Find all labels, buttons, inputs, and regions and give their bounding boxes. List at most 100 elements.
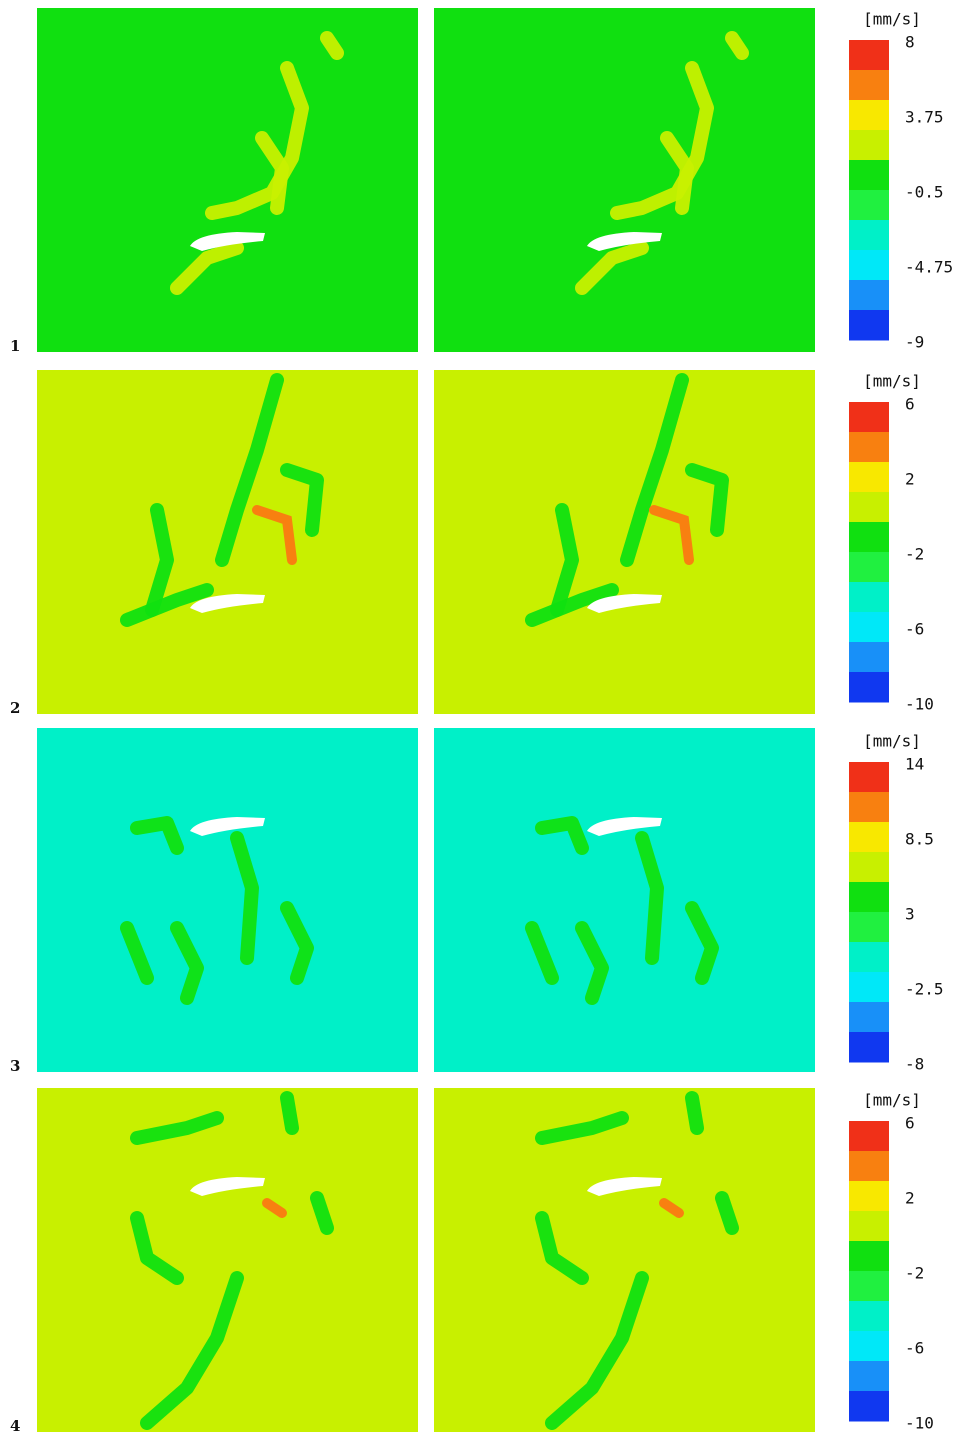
colorbar-tick-label: -2.5 [905,980,944,999]
colorbar-band [849,70,889,101]
colorbar-band [849,190,889,221]
colorbar-band [849,462,889,493]
field-panel [434,8,815,352]
airfoil [587,1177,662,1196]
airfoil [587,594,662,613]
colorbar-band [849,642,889,673]
colorbar-band [849,1331,889,1362]
colorbar-band [849,1211,889,1242]
colorbar-band [849,432,889,463]
colorbar-tick-label: 2 [905,470,915,489]
field-structure [280,463,324,537]
colorbar-tick-label: -0.5 [905,183,944,202]
colorbar-band [849,912,889,943]
field-structure [170,241,244,295]
field-panel [37,370,418,714]
colorbar-band [849,1181,889,1212]
field-panel [37,8,418,352]
colorbar-band [849,160,889,191]
field-structure [535,816,589,855]
field-structure [525,583,619,627]
colorbar-tick-label: -6 [905,620,924,639]
colorbar-band [849,522,889,553]
field-structure [280,1091,299,1135]
row: 2 [mm/s] 6 2 -2 -6 -10 [10,370,934,717]
field-structure [255,131,289,215]
colorbar-tick-label: -10 [905,695,934,714]
field-structure [685,1091,704,1135]
colorbar-tick-label: 2 [905,1189,915,1208]
colorbar-band [849,100,889,131]
field-structure [575,921,609,1005]
colorbar-band [849,942,889,973]
field-structure [130,816,184,855]
row-label: 1 [10,337,20,355]
colorbar-band [849,1391,889,1422]
field-background [37,728,418,1072]
field-structure [120,921,154,985]
colorbar-tick-label: -8 [905,1055,924,1074]
colorbar-band [849,612,889,643]
colorbar-band [849,1151,889,1182]
colorbar-tick-label: 8.5 [905,830,934,849]
colorbar-tick-label: -4.75 [905,258,953,277]
colorbar-band [849,852,889,883]
field-structure [545,1271,649,1430]
field-background [37,1088,418,1432]
colorbar-band [849,1301,889,1332]
colorbar-band [849,1271,889,1302]
field-panel [434,370,815,714]
field-background [434,370,815,714]
field-panel [37,728,418,1072]
colorbar-band [849,882,889,913]
colorbar-band [849,130,889,161]
field-panel [37,1088,418,1432]
field-structure [535,1211,589,1285]
colorbar-band [849,1002,889,1033]
colorbar-tick-label: 14 [905,755,924,774]
field-structure [635,831,664,965]
colorbar-band [849,1032,889,1063]
colorbar-tick-label: 6 [905,1114,915,1133]
colorbar-tick-label: 3 [905,905,915,924]
field-background [434,728,815,1072]
field-structure [140,1271,244,1430]
colorbar-band [849,672,889,703]
colorbar-unit: [mm/s] [863,732,921,751]
field-structure [620,373,689,567]
airfoil [190,232,265,251]
colorbar-band [849,972,889,1003]
colorbar-band [849,402,889,433]
colorbar-band [849,1241,889,1272]
field-structure [145,503,174,617]
field-structure [550,503,579,617]
airfoil [190,817,265,836]
colorbar-band [849,40,889,71]
field-structure [659,1198,684,1218]
field-structure [685,463,729,537]
colorbar-band [849,552,889,583]
field-background [37,8,418,352]
field-background [434,8,815,352]
row-label: 2 [10,699,20,717]
colorbar-tick-label: -2 [905,545,924,564]
colorbar-tick-label: 3.75 [905,108,944,127]
colorbar-band [849,1361,889,1392]
colorbar-unit: [mm/s] [863,1091,921,1110]
row-label: 3 [10,1057,20,1075]
airfoil [587,232,662,251]
colorbar-unit: [mm/s] [863,372,921,391]
airfoil [587,817,662,836]
colorbar-band [849,1121,889,1152]
colorbar-band [849,492,889,523]
airfoil [190,594,265,613]
field-structure [252,505,297,565]
field-structure [120,583,214,627]
row: 1 [mm/s] 8 3.75 -0.5 -4.75 -9 [10,8,953,355]
field-structure [130,1111,224,1145]
colorbar-band [849,310,889,341]
row: 3 [mm/s] 14 8.5 3 -2.5 -8 [10,728,944,1075]
colorbar-band [849,762,889,793]
field-structure [535,1111,629,1145]
row: 4 [mm/s] 6 2 -2 -6 -10 [10,1088,934,1434]
